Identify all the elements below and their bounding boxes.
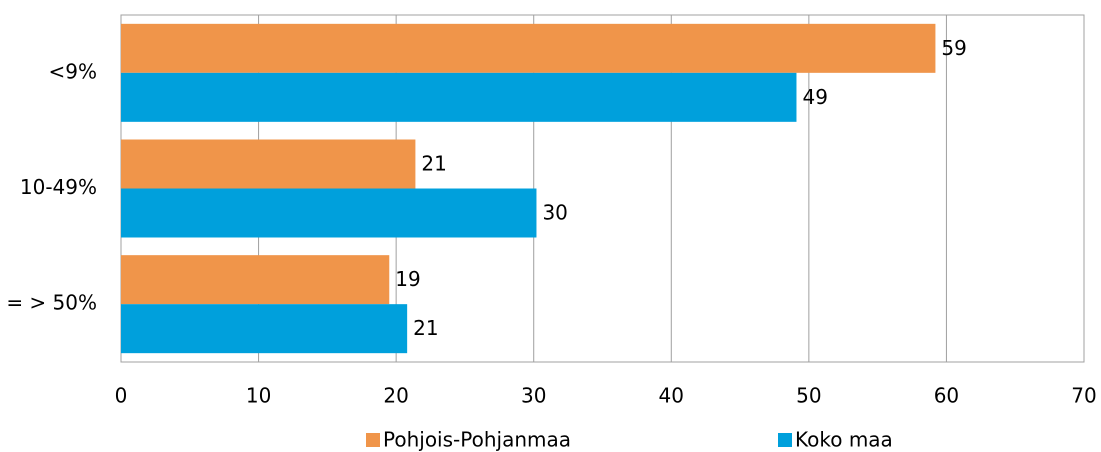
data-label: 21 — [421, 152, 446, 176]
x-tick-label: 70 — [1071, 384, 1096, 408]
x-tick-label: 0 — [115, 384, 128, 408]
bar — [121, 23, 936, 73]
data-label: 19 — [395, 267, 420, 291]
y-tick-label: 10-49% — [20, 175, 97, 199]
bar — [121, 188, 537, 238]
legend-label: Koko maa — [795, 428, 893, 452]
x-tick-label: 60 — [934, 384, 959, 408]
data-label: 21 — [413, 316, 438, 340]
bar — [121, 72, 797, 122]
x-tick-label: 50 — [796, 384, 821, 408]
bar — [121, 304, 408, 354]
data-label: 59 — [941, 36, 966, 60]
x-tick-label: 40 — [659, 384, 684, 408]
legend-swatch — [778, 433, 792, 447]
y-tick-label: <9% — [49, 59, 98, 83]
data-label: 30 — [542, 201, 567, 225]
data-label: 49 — [802, 85, 827, 109]
bar — [121, 255, 390, 305]
x-tick-label: 20 — [383, 384, 408, 408]
legend-swatch — [366, 433, 380, 447]
bar — [121, 139, 416, 189]
legend-label: Pohjois-Pohjanmaa — [383, 428, 571, 452]
x-tick-label: 10 — [246, 384, 271, 408]
y-tick-label: = > 50% — [6, 291, 97, 315]
x-tick-label: 30 — [521, 384, 546, 408]
